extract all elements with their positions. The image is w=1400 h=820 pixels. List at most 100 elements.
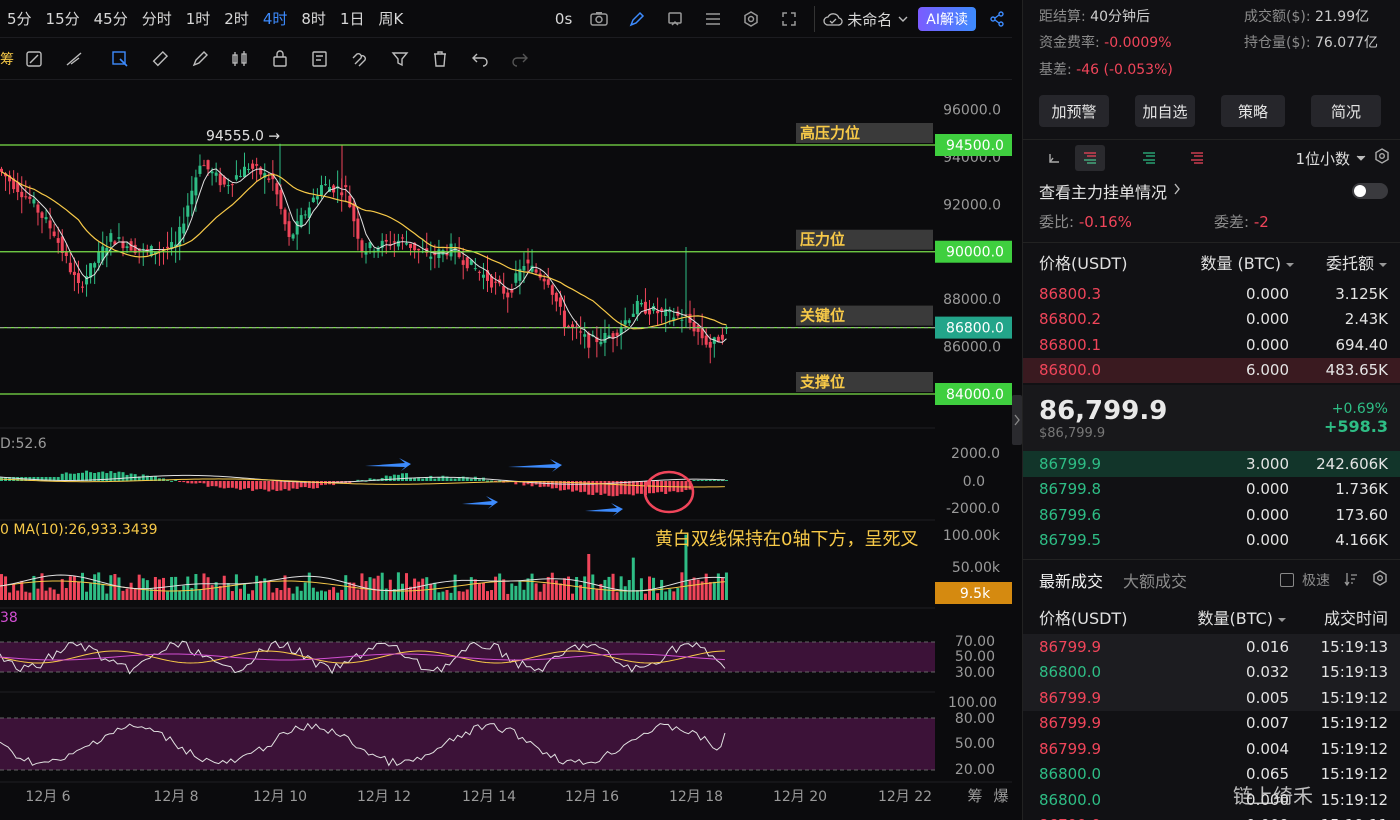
magic-icon[interactable] bbox=[14, 38, 54, 80]
macd-bar bbox=[441, 475, 445, 481]
timeframe-5[interactable]: 2时 bbox=[224, 9, 249, 28]
kline-chart[interactable]: 96000.094000.092000.090000.088000.086000… bbox=[0, 80, 1012, 820]
template-icon[interactable] bbox=[656, 0, 694, 38]
camera-icon[interactable] bbox=[580, 0, 618, 38]
caret-down-icon[interactable] bbox=[1378, 253, 1388, 272]
chevron-down-icon[interactable] bbox=[894, 0, 912, 38]
macd-bar bbox=[214, 481, 218, 487]
asks-only-icon[interactable] bbox=[1173, 151, 1221, 165]
tab-large-trades[interactable]: 大额成交 bbox=[1123, 572, 1188, 591]
volume-bar bbox=[210, 585, 214, 600]
layout-name[interactable]: 未命名 bbox=[847, 10, 893, 29]
annotation-circle bbox=[643, 470, 695, 514]
back-icon[interactable] bbox=[1035, 150, 1075, 166]
watchlist-button[interactable]: 加自选 bbox=[1135, 95, 1195, 127]
strategy-button[interactable]: 策略 bbox=[1221, 95, 1285, 127]
alert-button[interactable]: 加预警 bbox=[1039, 95, 1109, 127]
macd-bar bbox=[178, 481, 182, 482]
ai-analysis-button[interactable]: AI解读 bbox=[918, 7, 976, 31]
volume-bar bbox=[36, 588, 40, 600]
volume-tag bbox=[935, 582, 1012, 604]
volume-bar bbox=[336, 592, 340, 600]
tab-latest-trades[interactable]: 最新成交 bbox=[1039, 572, 1104, 591]
bids-only-icon[interactable] bbox=[1125, 151, 1173, 165]
bid-qty: 0.000 bbox=[1246, 480, 1289, 499]
volume-bar bbox=[162, 577, 165, 600]
timeframe-9[interactable]: 周K bbox=[378, 9, 404, 28]
lock-icon[interactable] bbox=[260, 38, 300, 80]
bid-row[interactable]: 86799.9 3.000 242.606K bbox=[1023, 451, 1400, 477]
ask-row[interactable]: 86800.2 0.000 2.43K bbox=[1023, 307, 1400, 333]
note-icon[interactable] bbox=[300, 38, 340, 80]
trash-icon[interactable] bbox=[420, 38, 460, 80]
volume-axis: 100.00k bbox=[943, 528, 1001, 544]
precision-select[interactable]: 1位小数 bbox=[1295, 149, 1350, 168]
main-orders-link[interactable]: 查看主力挂单情况 bbox=[1039, 183, 1168, 202]
both-sides-icon[interactable] bbox=[1075, 145, 1105, 171]
macd-bar bbox=[89, 472, 93, 481]
timeframe-7[interactable]: 8时 bbox=[301, 9, 326, 28]
timeframe-2[interactable]: 45分 bbox=[93, 9, 128, 28]
timeframe-8[interactable]: 1日 bbox=[339, 9, 365, 28]
macd-bar bbox=[166, 479, 170, 481]
filter-icon[interactable] bbox=[380, 38, 420, 80]
volume-bar bbox=[486, 591, 489, 600]
volume-bar bbox=[234, 574, 238, 600]
macd-bar bbox=[554, 481, 558, 489]
panel-resize-handle[interactable] bbox=[1012, 395, 1022, 445]
chevron-right-icon[interactable] bbox=[1173, 183, 1181, 199]
bid-row[interactable]: 86799.5 0.000 4.166K bbox=[1023, 528, 1400, 554]
ask-row[interactable]: 86800.1 0.000 694.40 bbox=[1023, 332, 1400, 358]
volume-bar bbox=[24, 591, 28, 600]
settings-icon[interactable] bbox=[1372, 570, 1388, 590]
volume-bar bbox=[319, 590, 323, 600]
macd-bar bbox=[267, 481, 271, 492]
candle-body bbox=[299, 215, 303, 227]
timeframe-0[interactable]: 5分 bbox=[7, 9, 32, 28]
overview-button[interactable]: 简况 bbox=[1311, 95, 1381, 127]
settings-icon[interactable] bbox=[732, 0, 770, 38]
cursor-icon[interactable] bbox=[100, 38, 140, 80]
settings-icon[interactable] bbox=[1374, 148, 1390, 168]
candles-icon[interactable] bbox=[220, 38, 260, 80]
fast-checkbox[interactable] bbox=[1280, 573, 1294, 587]
timeframe-6[interactable]: 4时 bbox=[262, 9, 288, 28]
macd-bar bbox=[202, 481, 206, 484]
candle-body bbox=[145, 249, 149, 251]
candle-body bbox=[506, 292, 510, 298]
ask-amount: 3.125K bbox=[1335, 284, 1388, 303]
sort-icon[interactable] bbox=[1344, 571, 1358, 590]
redo-icon[interactable] bbox=[500, 38, 540, 80]
bid-row[interactable]: 86799.6 0.000 173.60 bbox=[1023, 502, 1400, 528]
ruler-icon[interactable] bbox=[140, 38, 180, 80]
candle-body bbox=[720, 334, 724, 340]
caret-down-icon[interactable] bbox=[1285, 253, 1295, 272]
ob-header-qty[interactable]: 数量 (BTC) bbox=[1200, 254, 1281, 273]
bid-row[interactable]: 86799.8 0.000 1.736K bbox=[1023, 477, 1400, 503]
magnet-icon[interactable] bbox=[340, 38, 380, 80]
chart-area[interactable]: 5分 15分 45分 分时 1时 2时 4时 8时 1日 周K 0s bbox=[0, 0, 1012, 820]
ob-header-amount[interactable]: 委托额 bbox=[1325, 254, 1374, 273]
volume-bar bbox=[668, 589, 672, 600]
timeframe-4[interactable]: 1时 bbox=[185, 9, 211, 28]
caret-down-icon[interactable] bbox=[1277, 608, 1287, 627]
main-orders-row[interactable]: 查看主力挂单情况 bbox=[1023, 176, 1400, 206]
menu-lines-icon[interactable] bbox=[694, 0, 732, 38]
candle-body bbox=[712, 337, 716, 344]
ask-row[interactable]: 86800.0 6.000 483.65K bbox=[1023, 357, 1400, 383]
undo-icon[interactable] bbox=[460, 38, 500, 80]
brush-icon[interactable] bbox=[180, 38, 220, 80]
chevron-down-icon[interactable] bbox=[1356, 150, 1366, 166]
timeframe-3[interactable]: 分时 bbox=[141, 9, 172, 28]
main-orders-toggle[interactable] bbox=[1352, 183, 1388, 199]
trade-header-qty[interactable]: 数量(BTC) bbox=[1197, 609, 1273, 628]
fullscreen-icon[interactable] bbox=[770, 0, 808, 38]
ask-row[interactable]: 86800.3 0.000 3.125K bbox=[1023, 281, 1400, 307]
timeframe-1[interactable]: 15分 bbox=[45, 9, 80, 28]
toolbar-right: 0s 未命名 bbox=[547, 0, 1012, 38]
volume-bar bbox=[340, 589, 344, 600]
macd-bar bbox=[141, 474, 145, 481]
trendline-icon[interactable] bbox=[54, 38, 94, 80]
pen-icon[interactable] bbox=[618, 0, 656, 38]
share-icon[interactable] bbox=[982, 0, 1012, 38]
